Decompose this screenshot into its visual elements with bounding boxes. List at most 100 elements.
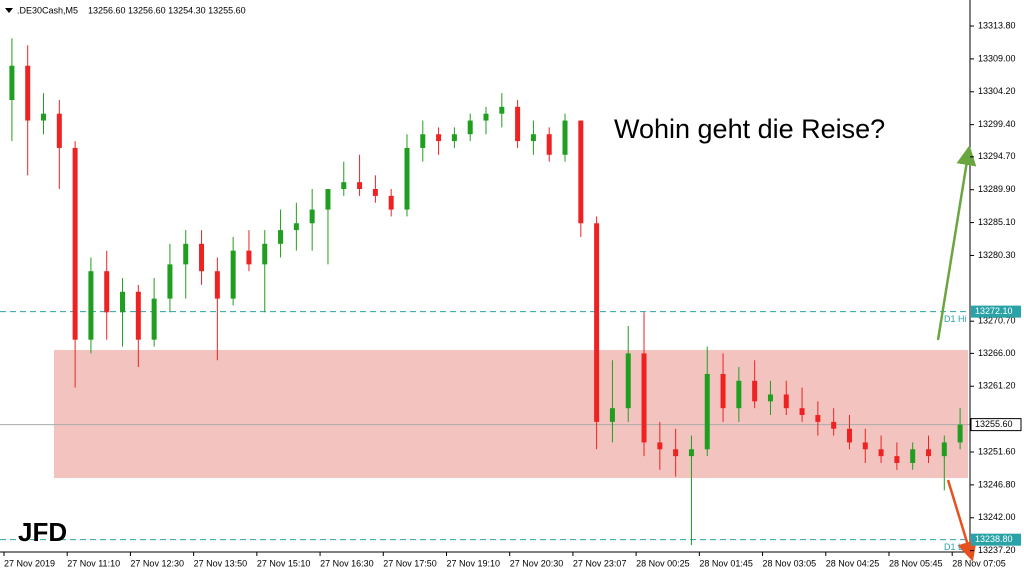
x-tick-label: 28 Nov 07:05 <box>952 558 1006 568</box>
x-tick-label: 28 Nov 00:25 <box>636 558 690 568</box>
candle-body <box>515 106 521 142</box>
y-tick-label: 13261.20 <box>978 381 1016 391</box>
candle-body <box>167 264 173 299</box>
level-name: D1 Hi <box>944 314 967 324</box>
y-tick-label: 13266.00 <box>978 348 1016 358</box>
x-tick-label: 27 Nov 2019 <box>4 558 55 568</box>
menu-arrow[interactable] <box>5 8 13 13</box>
x-tick-label: 28 Nov 04:25 <box>826 558 880 568</box>
x-tick-label: 27 Nov 12:30 <box>130 558 184 568</box>
candle-body <box>815 415 821 422</box>
x-tick-label: 27 Nov 17:50 <box>383 558 437 568</box>
level-box <box>971 305 1021 318</box>
level-label: 13272.10 <box>975 306 1013 316</box>
candle-body <box>704 373 710 450</box>
candle-body <box>341 182 347 190</box>
y-tick-label: 13242.00 <box>978 512 1016 522</box>
candle-body <box>436 134 442 142</box>
candle-body <box>625 353 631 409</box>
candle-body <box>767 394 773 402</box>
logo: JFD <box>18 517 67 547</box>
candle-body <box>925 449 931 457</box>
candle-body <box>657 442 663 450</box>
candle-body <box>120 291 126 313</box>
candle-body <box>752 380 758 402</box>
candle-body <box>941 442 947 457</box>
candle-body <box>151 298 157 340</box>
candle-body <box>325 189 331 210</box>
candle-body <box>467 120 473 135</box>
x-tick-label: 27 Nov 11:10 <box>67 558 120 568</box>
annotation: Wohin geht die Reise? <box>614 114 885 144</box>
y-tick-label: 13299.40 <box>978 119 1016 129</box>
candle-body <box>783 394 789 409</box>
y-tick-label: 13280.30 <box>978 250 1016 260</box>
candle-body <box>372 189 378 196</box>
candle-body <box>910 449 916 463</box>
candle-body <box>135 291 141 340</box>
candle-body <box>578 120 584 224</box>
y-tick-label: 13304.20 <box>978 86 1016 96</box>
candle-body <box>230 250 236 299</box>
candle-body <box>293 223 299 231</box>
y-tick-label: 13246.80 <box>978 479 1016 489</box>
last-price-label: 13255.60 <box>975 419 1013 429</box>
candle-body <box>404 147 410 210</box>
x-tick-label: 27 Nov 13:50 <box>194 558 248 568</box>
up-arrow <box>936 145 977 341</box>
candle-body <box>278 230 284 244</box>
candle-body <box>41 113 47 121</box>
support-zone <box>54 349 968 479</box>
candle-body <box>530 134 536 142</box>
x-tick-label: 27 Nov 16:30 <box>320 558 374 568</box>
candle-body <box>451 134 457 142</box>
candle-body <box>420 134 426 148</box>
candle-body <box>9 65 15 100</box>
candle-body <box>246 250 252 265</box>
x-tick-label: 28 Nov 05:45 <box>889 558 943 568</box>
candle-body <box>183 243 189 265</box>
candle-body <box>688 449 694 457</box>
candle-body <box>831 421 837 429</box>
y-tick-label: 13237.20 <box>978 545 1016 555</box>
candle-body <box>25 65 31 121</box>
y-tick-label: 13294.70 <box>978 151 1016 161</box>
candle-body <box>736 380 742 409</box>
candle-body <box>846 428 852 443</box>
candle-body <box>483 113 489 121</box>
y-tick-label: 13313.80 <box>978 20 1016 30</box>
plot-layer <box>0 38 970 546</box>
candle-body <box>609 408 615 422</box>
candle-body <box>562 120 568 155</box>
candle-body <box>957 424 963 443</box>
candle-body <box>720 373 726 409</box>
x-tick-label: 27 Nov 23:07 <box>573 558 627 568</box>
candle-body <box>309 209 315 224</box>
candle-body <box>878 449 884 457</box>
y-tick-label: 13289.90 <box>978 184 1016 194</box>
candle-body <box>88 271 94 340</box>
y-tick-label: 13309.00 <box>978 53 1016 63</box>
candle-body <box>199 243 205 272</box>
x-tick-label: 28 Nov 01:45 <box>699 558 753 568</box>
candle-body <box>499 106 505 114</box>
x-tick-label: 27 Nov 19:10 <box>446 558 500 568</box>
x-tick-label: 28 Nov 03:05 <box>763 558 817 568</box>
quote: 13256.60 13256.60 13254.30 13255.60 <box>88 5 246 15</box>
candle-body <box>546 134 552 155</box>
candle-body <box>673 449 679 457</box>
candle-body <box>214 271 220 299</box>
candle-body <box>262 243 268 265</box>
candle-body <box>862 442 868 450</box>
candle-body <box>388 195 394 210</box>
level-name: D1 L <box>944 542 963 552</box>
level-box <box>971 533 1021 546</box>
candle-body <box>104 271 110 313</box>
x-tick-label: 27 Nov 15:10 <box>257 558 311 568</box>
x-tick-label: 27 Nov 20:30 <box>510 558 564 568</box>
level-label: 13238.80 <box>975 534 1013 544</box>
symbol: .DE30Cash,M5 <box>17 5 78 15</box>
